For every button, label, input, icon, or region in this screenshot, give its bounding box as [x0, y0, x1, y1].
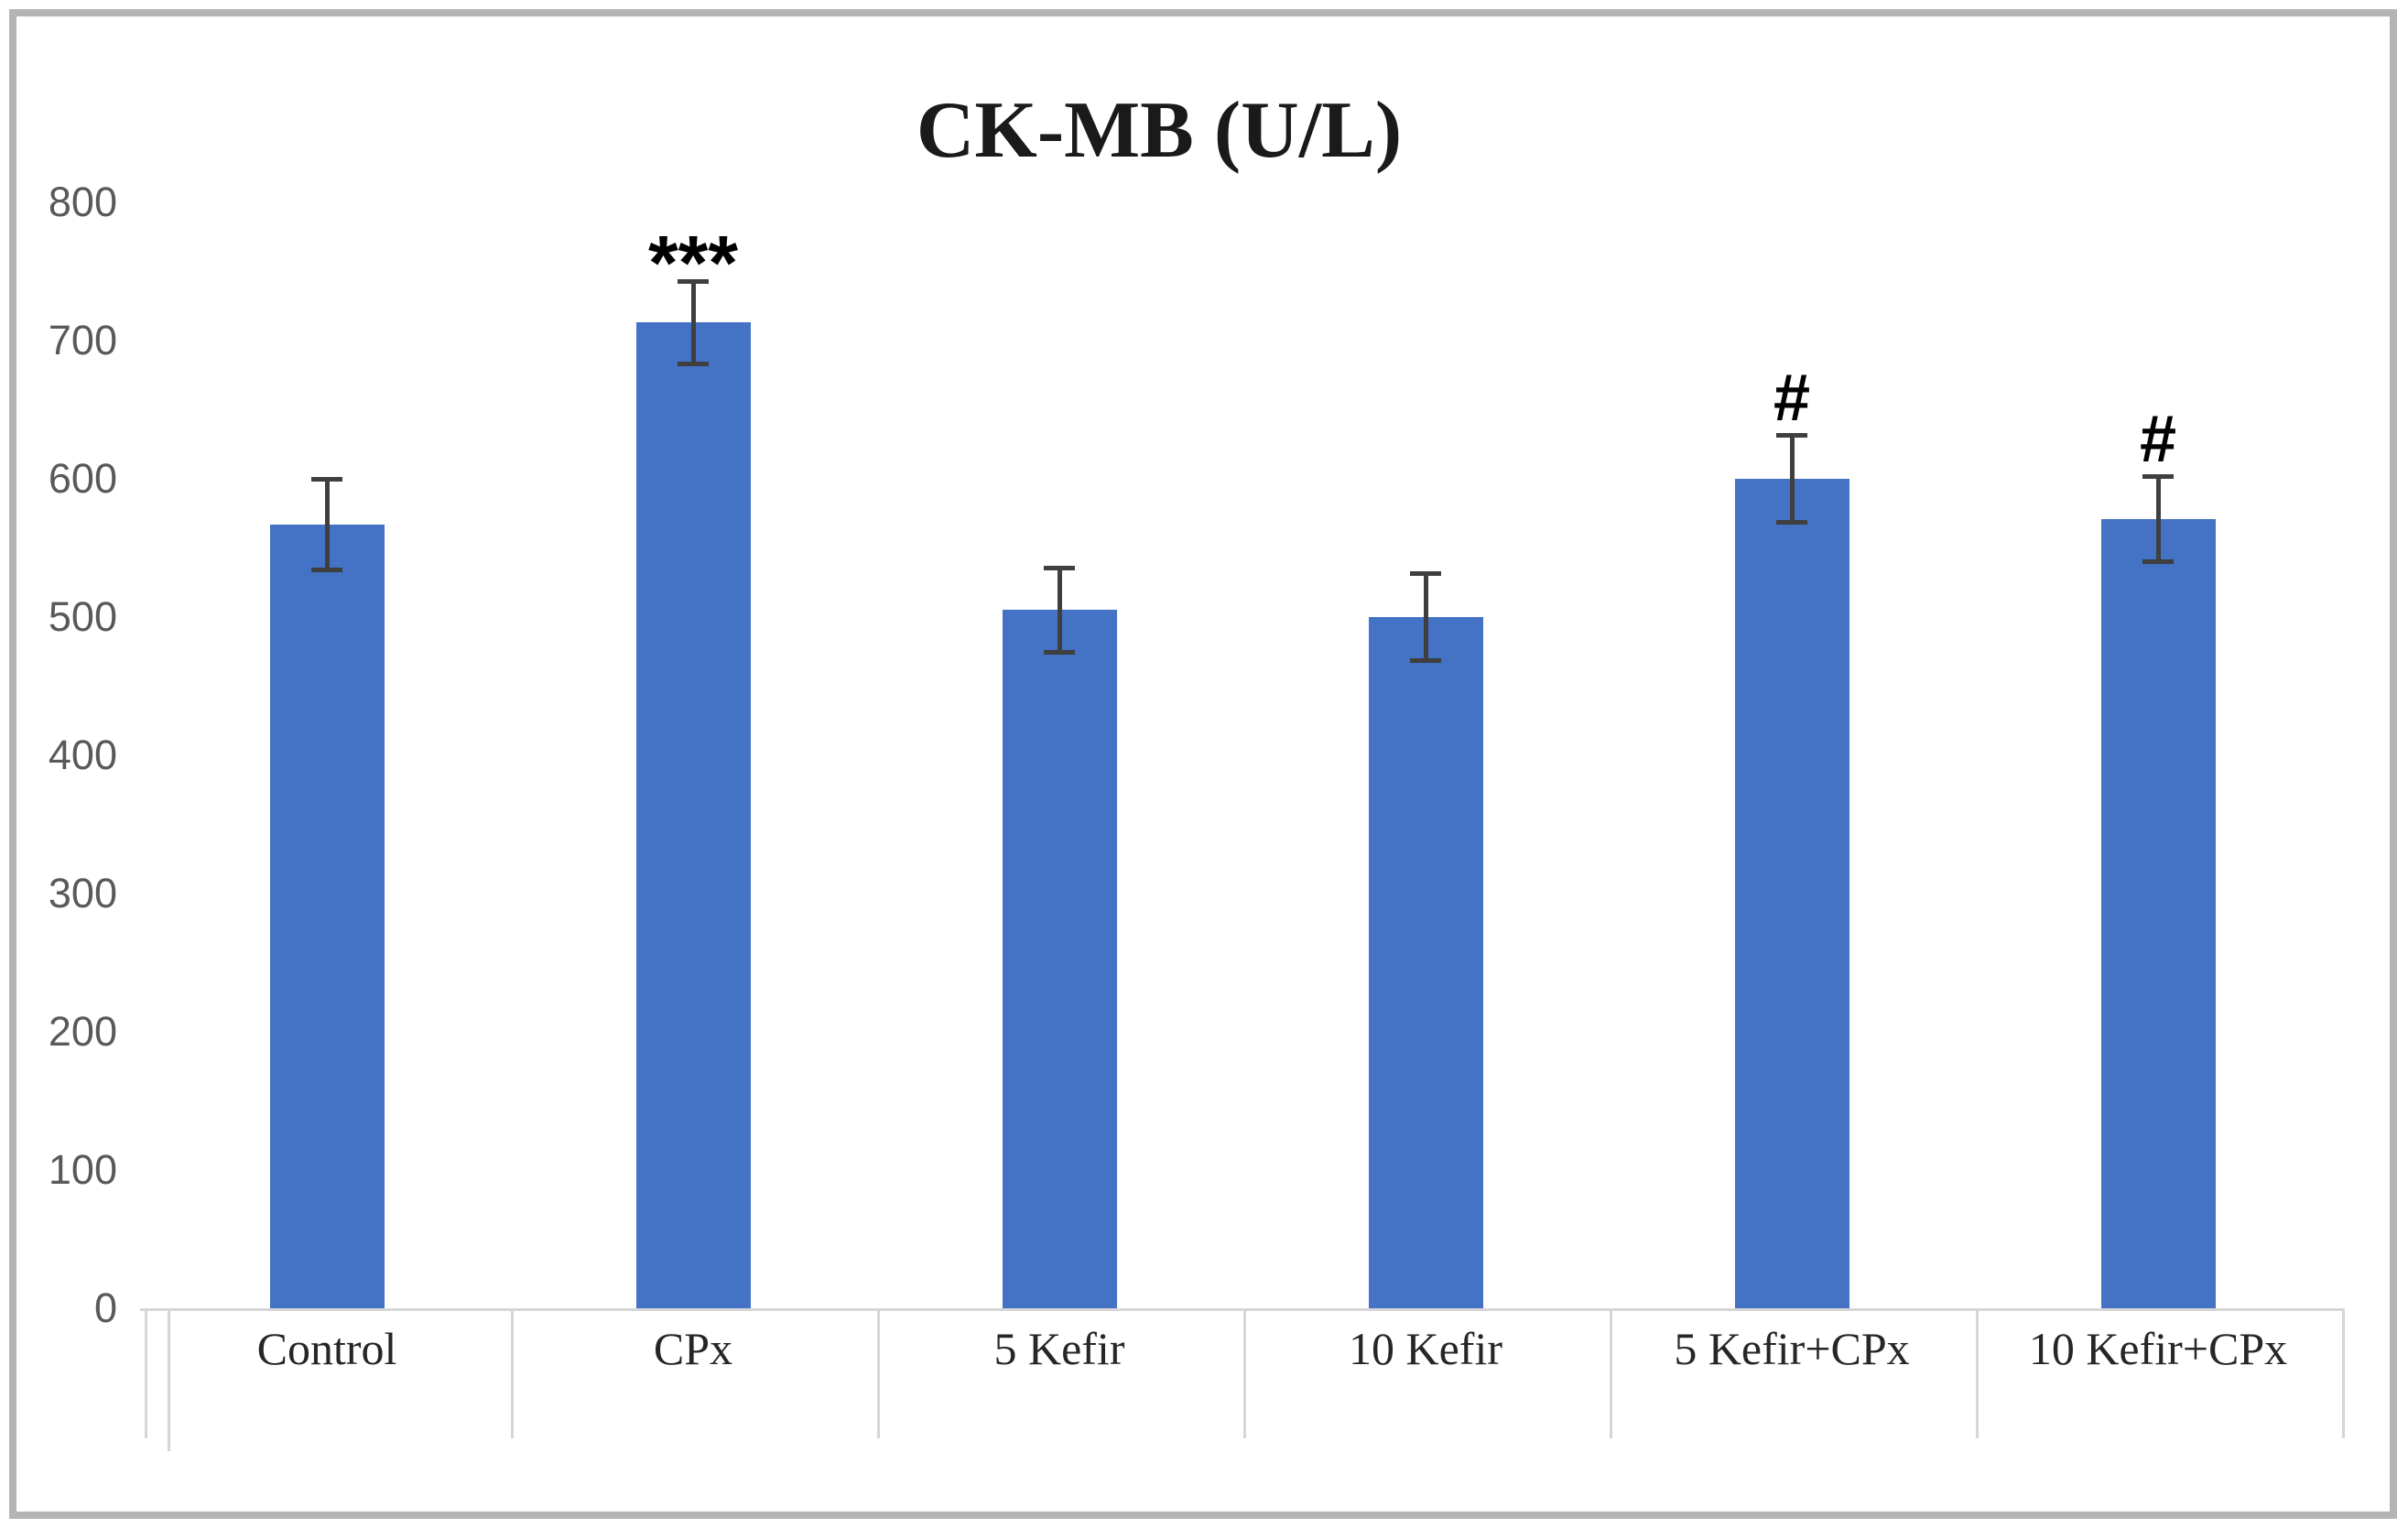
category-divider — [511, 1308, 514, 1438]
error-bar-bottom-cap — [1044, 650, 1075, 656]
x-axis-category-label: 10 Kefir — [1349, 1323, 1502, 1374]
bar-cpx — [635, 322, 751, 1308]
error-bar-line — [1057, 567, 1062, 654]
error-bar-line — [690, 281, 696, 364]
category-divider — [1976, 1308, 1979, 1438]
significance-annotation: # — [1773, 361, 1811, 435]
error-bar-line — [2155, 475, 2161, 562]
bar-10-kefir-cpx — [2100, 518, 2216, 1308]
error-bar-bottom-cap — [2142, 558, 2174, 564]
error-bar-top-cap — [1044, 565, 1075, 570]
category-divider — [1610, 1308, 1612, 1438]
error-bar-top-cap — [678, 279, 709, 285]
error-bar-top-cap — [311, 477, 342, 482]
error-bar-bottom-cap — [1776, 520, 1807, 526]
category-divider — [2342, 1308, 2345, 1438]
error-bar-top-cap — [1410, 570, 1441, 576]
x-axis-category-label: 5 Kefir+CPx — [1674, 1323, 1910, 1374]
y-axis-tick-label: 500 — [48, 593, 117, 640]
y-axis-tick-label: 200 — [48, 1008, 117, 1055]
error-bar-line — [1789, 434, 1795, 524]
y-axis-tick-label: 0 — [93, 1284, 117, 1331]
error-bar-bottom-cap — [1410, 658, 1441, 664]
x-axis-category-label: CPx — [653, 1323, 733, 1374]
y-axis-tick-label: 100 — [48, 1146, 117, 1193]
chart-title: CK-MB (U/L) — [916, 86, 1403, 175]
category-divider — [145, 1308, 147, 1438]
x-axis-line — [140, 1308, 2342, 1311]
error-bar-line — [324, 479, 330, 570]
x-axis-category-label: 5 Kefir — [993, 1323, 1125, 1374]
bar-control — [269, 524, 385, 1308]
error-bar-line — [1423, 572, 1428, 662]
error-bar-top-cap — [1776, 432, 1807, 438]
bar-5-kefir-cpx — [1734, 479, 1849, 1308]
category-divider — [877, 1308, 880, 1438]
x-axis-category-label: Control — [256, 1323, 397, 1374]
bar-10-kefir — [1368, 617, 1483, 1308]
y-axis-tick-label: 400 — [48, 731, 117, 778]
y-axis-tick-label: 800 — [48, 179, 117, 225]
error-bar-top-cap — [2142, 473, 2174, 479]
y-axis-tick-label: 600 — [48, 455, 117, 502]
axis-left-stub — [168, 1308, 170, 1451]
y-axis-tick-label: 700 — [48, 317, 117, 363]
significance-annotation: # — [2139, 402, 2177, 476]
error-bar-bottom-cap — [311, 567, 342, 572]
y-axis-tick-label: 300 — [48, 870, 117, 916]
error-bar-bottom-cap — [678, 361, 709, 366]
significance-annotation: *** — [647, 220, 739, 307]
bar-5-kefir — [1002, 610, 1117, 1308]
category-divider — [1243, 1308, 1246, 1438]
x-axis-category-label: 10 Kefir+CPx — [2028, 1323, 2288, 1374]
